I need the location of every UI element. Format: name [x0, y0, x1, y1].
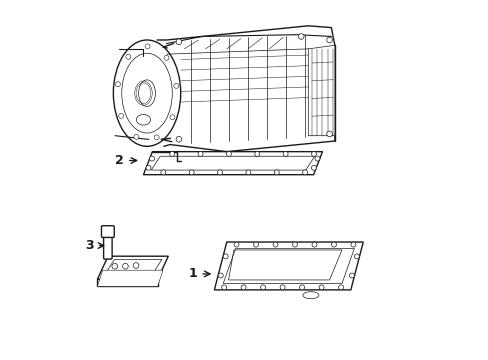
Circle shape [254, 152, 259, 157]
Circle shape [260, 285, 265, 290]
Circle shape [311, 165, 316, 170]
FancyBboxPatch shape [103, 230, 112, 259]
Circle shape [218, 273, 223, 278]
Polygon shape [97, 256, 168, 279]
Circle shape [245, 170, 250, 175]
Circle shape [163, 55, 168, 60]
Circle shape [314, 156, 319, 161]
Circle shape [221, 285, 226, 290]
Ellipse shape [113, 40, 181, 146]
Circle shape [115, 82, 120, 87]
Circle shape [112, 264, 118, 269]
Circle shape [274, 170, 279, 175]
Polygon shape [214, 242, 363, 290]
Polygon shape [97, 279, 157, 286]
Circle shape [253, 242, 258, 247]
Circle shape [134, 134, 139, 139]
Circle shape [299, 285, 304, 290]
Circle shape [176, 136, 182, 142]
Circle shape [189, 170, 194, 175]
Circle shape [125, 54, 131, 59]
Text: 2: 2 [115, 154, 124, 167]
Circle shape [349, 273, 354, 278]
Circle shape [173, 84, 179, 88]
Circle shape [283, 152, 287, 157]
Circle shape [326, 131, 332, 137]
Circle shape [154, 135, 159, 140]
Circle shape [338, 285, 343, 290]
Circle shape [169, 152, 174, 157]
Polygon shape [143, 152, 322, 175]
Polygon shape [97, 270, 163, 286]
Circle shape [161, 170, 165, 175]
Circle shape [331, 242, 336, 247]
Circle shape [280, 285, 285, 290]
Circle shape [311, 242, 316, 247]
Circle shape [311, 152, 316, 157]
Circle shape [119, 113, 123, 118]
Circle shape [234, 242, 239, 247]
Circle shape [217, 170, 222, 175]
Circle shape [292, 242, 297, 247]
Text: 1: 1 [188, 267, 197, 280]
Circle shape [350, 242, 355, 247]
Circle shape [145, 44, 150, 49]
Circle shape [272, 242, 277, 247]
Circle shape [319, 285, 324, 290]
Circle shape [146, 165, 151, 170]
Circle shape [176, 39, 182, 45]
Circle shape [302, 170, 307, 175]
Circle shape [226, 152, 231, 157]
FancyBboxPatch shape [102, 226, 114, 238]
Polygon shape [307, 45, 334, 136]
Text: 3: 3 [85, 239, 94, 252]
Circle shape [354, 254, 359, 259]
Circle shape [223, 254, 228, 259]
Circle shape [170, 115, 175, 120]
Circle shape [149, 156, 154, 161]
Circle shape [122, 264, 128, 269]
Circle shape [133, 263, 139, 268]
Circle shape [198, 152, 203, 157]
Circle shape [298, 33, 304, 39]
Circle shape [241, 285, 245, 290]
Circle shape [326, 37, 332, 43]
